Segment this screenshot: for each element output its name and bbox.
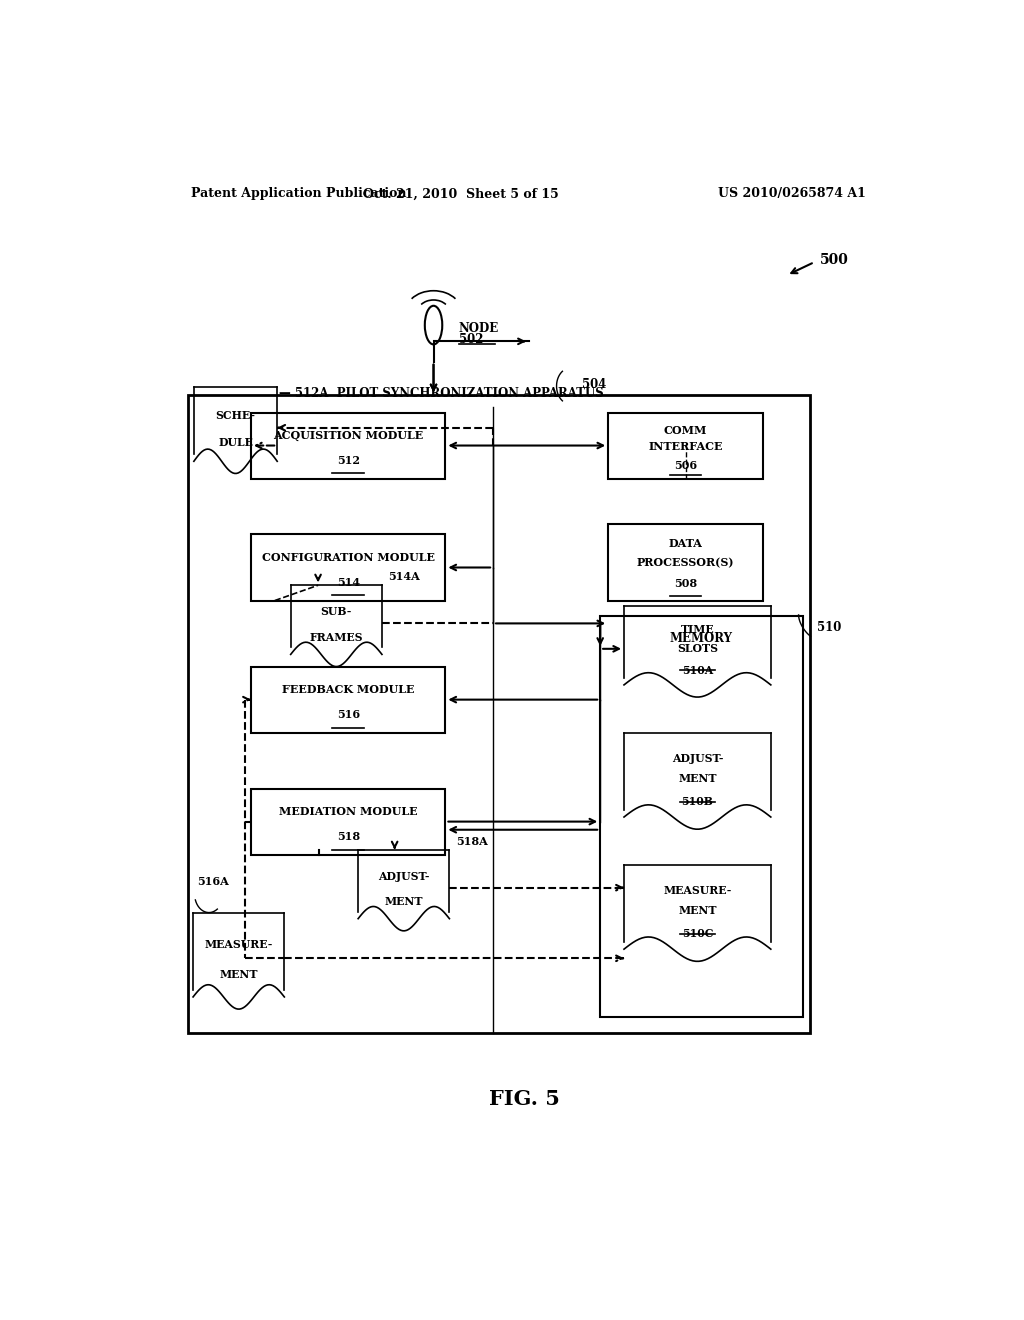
Text: 512: 512 — [337, 454, 359, 466]
FancyBboxPatch shape — [251, 412, 445, 479]
Text: FRAMES: FRAMES — [309, 632, 364, 643]
Text: 510: 510 — [817, 622, 842, 635]
Text: ADJUST-: ADJUST- — [672, 752, 723, 764]
Text: 508: 508 — [674, 578, 697, 589]
Text: 518: 518 — [337, 830, 359, 842]
Text: 510C: 510C — [682, 928, 713, 939]
FancyBboxPatch shape — [608, 412, 763, 479]
Text: MENT: MENT — [678, 906, 717, 916]
FancyBboxPatch shape — [251, 535, 445, 601]
Text: 516A: 516A — [197, 876, 228, 887]
Text: SUB-: SUB- — [321, 606, 352, 618]
Text: 516: 516 — [337, 709, 359, 719]
Text: 510A: 510A — [682, 665, 713, 676]
Text: COMM: COMM — [664, 425, 708, 437]
Text: ADJUST-: ADJUST- — [378, 871, 429, 882]
Text: MEASURE-: MEASURE- — [664, 884, 731, 896]
Text: 510B: 510B — [681, 796, 714, 807]
FancyBboxPatch shape — [251, 667, 445, 733]
Text: MENT: MENT — [385, 896, 423, 907]
Text: ACQUISITION MODULE: ACQUISITION MODULE — [273, 430, 423, 441]
Text: MEDIATION MODULE: MEDIATION MODULE — [279, 807, 418, 817]
Text: CONFIGURATION MODULE: CONFIGURATION MODULE — [262, 552, 435, 564]
Text: PROCESSOR(S): PROCESSOR(S) — [637, 557, 734, 568]
Text: — 512A  PILOT SYNCHRONIZATION APPARATUS: — 512A PILOT SYNCHRONIZATION APPARATUS — [279, 387, 603, 400]
Text: SLOTS: SLOTS — [677, 643, 718, 655]
Text: Oct. 21, 2010  Sheet 5 of 15: Oct. 21, 2010 Sheet 5 of 15 — [364, 187, 559, 201]
Text: 514A: 514A — [388, 572, 420, 582]
Text: SCHE-: SCHE- — [215, 411, 256, 421]
Text: 518A: 518A — [456, 836, 487, 846]
Text: 500: 500 — [820, 253, 849, 267]
FancyBboxPatch shape — [608, 524, 763, 601]
Text: TIME: TIME — [681, 624, 714, 635]
FancyBboxPatch shape — [251, 788, 445, 854]
Text: MEMORY: MEMORY — [670, 632, 733, 644]
Text: US 2010/0265874 A1: US 2010/0265874 A1 — [718, 187, 866, 201]
Text: FIG. 5: FIG. 5 — [489, 1089, 560, 1109]
Text: NODE: NODE — [459, 322, 499, 335]
Text: MENT: MENT — [219, 969, 258, 981]
FancyBboxPatch shape — [600, 615, 803, 1018]
Text: Patent Application Publication: Patent Application Publication — [191, 187, 407, 201]
Text: 504: 504 — [582, 378, 606, 391]
FancyBboxPatch shape — [187, 395, 811, 1032]
Text: 514: 514 — [337, 577, 359, 587]
Text: INTERFACE: INTERFACE — [648, 441, 723, 453]
Text: DULE: DULE — [218, 437, 253, 447]
Text: DATA: DATA — [669, 537, 702, 549]
Text: MEASURE-: MEASURE- — [205, 939, 272, 950]
Text: 502: 502 — [459, 333, 483, 346]
Ellipse shape — [425, 306, 442, 345]
Text: 506: 506 — [674, 459, 697, 471]
Text: MENT: MENT — [678, 774, 717, 784]
Text: FEEDBACK MODULE: FEEDBACK MODULE — [282, 684, 415, 696]
